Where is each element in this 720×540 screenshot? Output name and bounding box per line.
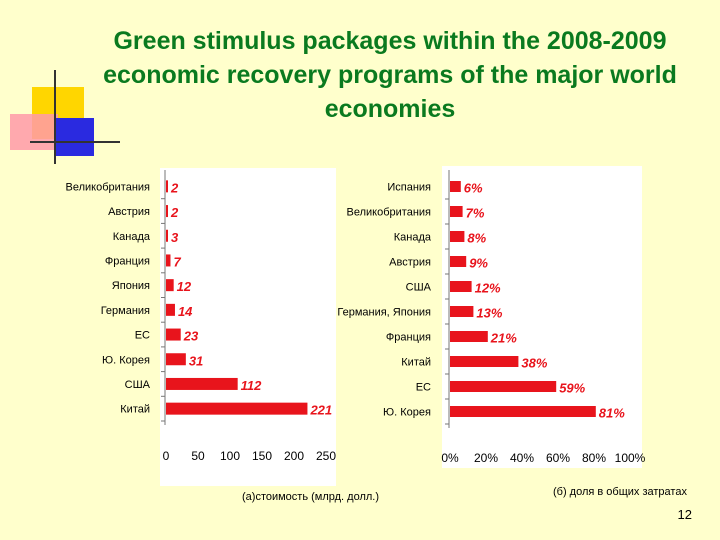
chart-a-category-label: Япония	[112, 280, 150, 292]
chart-b-data-label: 9%	[469, 256, 488, 271]
chart-b-x-tick-label: 20%	[474, 451, 498, 465]
chart-b-bar	[450, 306, 474, 317]
chart-a-data-label: 31	[189, 353, 203, 368]
chart-b-x-tick-label: 0%	[441, 451, 459, 465]
chart-b-x-tick-label: 80%	[582, 451, 606, 465]
chart-b-category-label: Австрия	[389, 257, 431, 269]
chart-a-data-label: 221	[309, 403, 332, 418]
chart-b-bar	[450, 331, 488, 342]
chart-b-bar	[450, 356, 519, 367]
chart-a-data-label: 3	[171, 230, 179, 245]
chart-b-category-label: Ю. Корея	[383, 407, 431, 419]
chart-b-x-tick-label: 60%	[546, 451, 570, 465]
chart-b-x-tick-label: 40%	[510, 451, 534, 465]
chart-a-bar	[166, 254, 171, 267]
chart-a-bar	[166, 303, 175, 316]
chart-b-data-label: 12%	[475, 281, 501, 296]
chart-a-x-tick-label: 100	[220, 449, 240, 463]
chart-a-category-label: Великобритания	[66, 181, 151, 193]
chart-a-bar	[166, 180, 168, 193]
chart-b-data-label: 38%	[521, 356, 547, 371]
chart-b-data-label: 81%	[599, 406, 625, 421]
chart-b-bar	[450, 256, 467, 267]
chart-b-bar	[450, 281, 472, 292]
chart-a-category-label: Канада	[113, 231, 151, 243]
chart-b-share: Испания 6% Великобритания 7% Канада 8% Австрия…	[337, 170, 646, 465]
chart-a-bar	[166, 205, 168, 218]
chart-a-data-label: 2	[170, 180, 179, 195]
chart-b-category-label: Франция	[386, 332, 431, 344]
chart-a-data-label: 14	[178, 304, 193, 319]
chart-b-bar	[450, 181, 461, 192]
chart-b-data-label: 21%	[490, 331, 517, 346]
chart-b-category-label: ЕС	[416, 382, 431, 394]
chart-a-bar	[166, 353, 186, 366]
chart-a-data-label: 7	[173, 254, 181, 269]
chart-a-category-label: Китай	[120, 404, 150, 416]
chart-b-data-label: 6%	[464, 181, 483, 196]
chart-a-data-label: 23	[183, 329, 199, 344]
page-number: 12	[677, 507, 692, 522]
chart-b-bar	[450, 381, 557, 392]
chart-b-bar	[450, 406, 596, 417]
chart-b-xlabel: (б) доля в общих затратах	[553, 486, 687, 498]
chart-a-value: Великобритания 2 Австрия 2 Канада 3 Франция 7 Яп…	[66, 170, 336, 463]
chart-b-data-label: 8%	[467, 231, 486, 246]
chart-a-category-label: Ю. Корея	[102, 354, 150, 366]
chart-a-panel	[160, 168, 336, 486]
chart-b-data-label: 13%	[476, 306, 502, 321]
chart-a-x-tick-label: 150	[252, 449, 272, 463]
chart-a-xlabel: (а)стоимость (млрд. долл.)	[242, 491, 380, 503]
chart-a-x-tick-label: 50	[191, 449, 205, 463]
chart-a-bar	[166, 402, 308, 415]
chart-a-bar	[166, 328, 181, 341]
chart-a-category-label: США	[125, 379, 151, 391]
chart-a-x-tick-label: 0	[163, 449, 170, 463]
chart-b-category-label: Китай	[401, 357, 431, 369]
logo-horizontal-line	[30, 141, 120, 143]
chart-b-data-label: 59%	[559, 381, 585, 396]
logo-blue-square	[56, 118, 94, 156]
chart-b-category-label: США	[406, 282, 432, 294]
chart-b-panel	[442, 166, 642, 468]
chart-b-data-label: 7%	[466, 206, 485, 221]
chart-a-category-label: Франция	[105, 255, 150, 267]
chart-a-x-tick-label: 200	[284, 449, 304, 463]
chart-b-category-label: Германия, Япония	[337, 307, 431, 319]
chart-a-data-label: 2	[170, 205, 179, 220]
chart-a-bar	[166, 229, 168, 242]
chart-a-data-label: 12	[177, 279, 192, 294]
chart-a-bar	[166, 377, 238, 390]
chart-a-category-label: Австрия	[108, 206, 150, 218]
chart-b-bar	[450, 206, 463, 217]
chart-b-category-label: Испания	[387, 182, 431, 194]
slide-title: Green stimulus packages within the 2008-…	[103, 27, 677, 123]
chart-a-x-tick-label: 250	[316, 449, 336, 463]
chart-b-bar	[450, 231, 465, 242]
chart-a-category-label: Германия	[101, 305, 150, 317]
chart-b-x-tick-label: 100%	[615, 451, 646, 465]
chart-b-category-label: Великобритания	[347, 207, 432, 219]
chart-a-category-label: ЕС	[135, 330, 150, 342]
chart-b-category-label: Канада	[394, 232, 432, 244]
logo-vertical-line	[54, 70, 56, 164]
chart-a-data-label: 112	[241, 378, 262, 393]
logo-pink-square	[10, 114, 58, 150]
chart-a-bar	[166, 279, 174, 292]
